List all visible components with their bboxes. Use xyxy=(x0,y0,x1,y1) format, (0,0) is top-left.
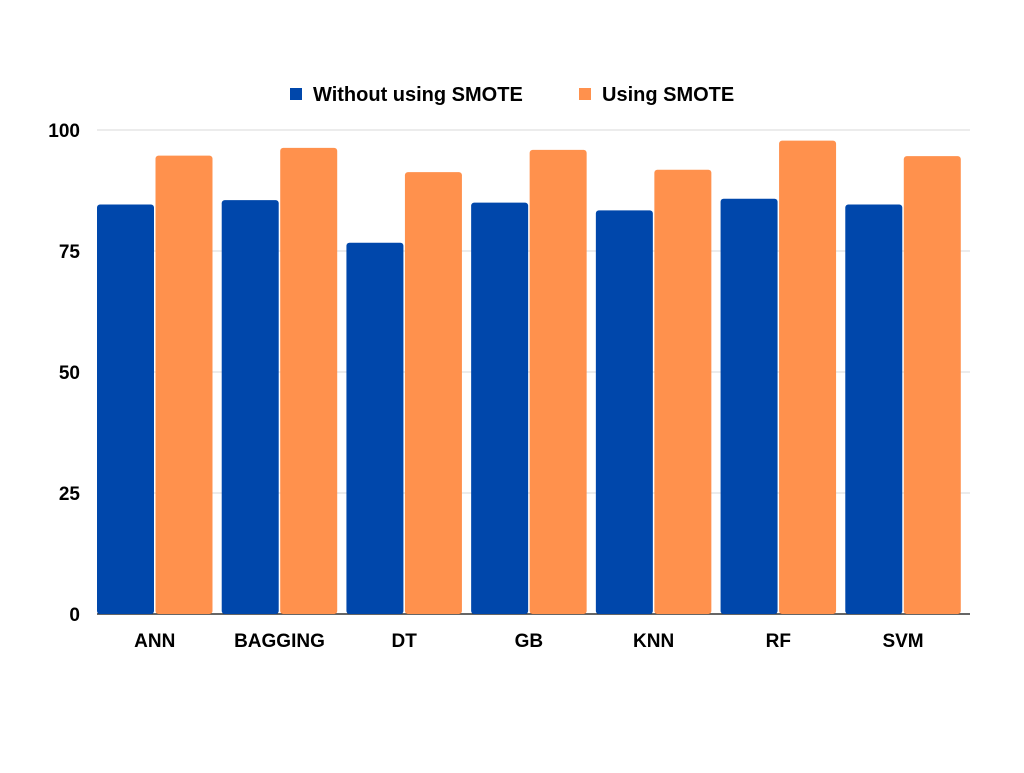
bar-bagging-series-2 xyxy=(280,147,338,614)
x-axis: ANN BAGGING DT GB KNN RF SVM xyxy=(134,631,923,652)
y-tick-label: 25 xyxy=(59,484,81,505)
y-tick-label: 75 xyxy=(59,242,81,263)
y-axis: 0 25 50 75 100 xyxy=(48,121,80,626)
bars xyxy=(97,140,961,615)
bar-dt-series-2 xyxy=(404,172,462,614)
x-tick-label: ANN xyxy=(134,631,175,652)
bar-ann-series-2 xyxy=(155,155,213,615)
bar-bagging-series-1 xyxy=(221,200,279,614)
legend-label: Without using SMOTE xyxy=(313,84,523,106)
bar-rf-series-2 xyxy=(779,140,837,614)
legend: Without using SMOTE Using SMOTE xyxy=(290,84,734,106)
x-tick-label: KNN xyxy=(633,631,674,652)
x-tick-label: GB xyxy=(515,631,544,652)
bar-svm-series-2 xyxy=(903,156,961,615)
legend-swatch xyxy=(579,88,591,100)
legend-swatch xyxy=(290,88,302,100)
bar-dt-series-1 xyxy=(346,242,404,614)
bar-knn-series-2 xyxy=(654,169,712,615)
bar-knn-series-1 xyxy=(595,210,653,614)
bar-svm-series-1 xyxy=(845,204,903,614)
bar-gb-series-1 xyxy=(471,202,529,614)
legend-label: Using SMOTE xyxy=(602,84,734,106)
x-tick-label: DT xyxy=(392,631,418,652)
x-tick-label: SVM xyxy=(882,631,923,652)
y-tick-label: 100 xyxy=(48,121,80,142)
bar-ann-series-1 xyxy=(97,204,154,614)
bar-gb-series-2 xyxy=(529,149,587,614)
x-tick-label: RF xyxy=(766,631,791,652)
y-tick-label: 50 xyxy=(59,363,80,384)
bar-rf-series-1 xyxy=(720,198,778,614)
x-tick-label: BAGGING xyxy=(234,631,325,652)
y-tick-label: 0 xyxy=(69,605,80,626)
